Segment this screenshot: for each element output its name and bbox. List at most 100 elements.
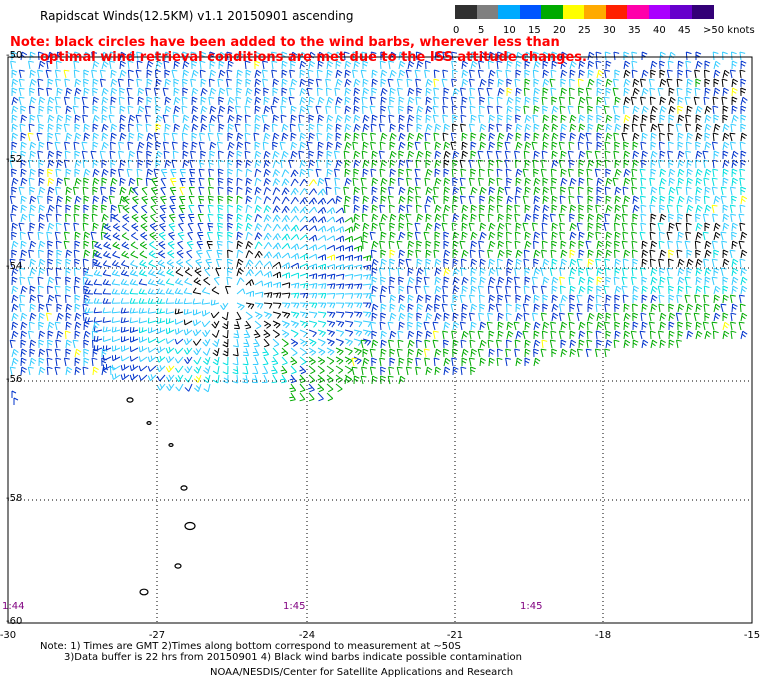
wind-barb <box>524 186 531 196</box>
wind-barb <box>216 258 222 268</box>
wind-barb <box>212 338 220 348</box>
wind-barb <box>182 78 188 88</box>
wind-barb <box>281 262 291 269</box>
wind-barb <box>639 168 646 178</box>
wind-barb <box>442 96 449 106</box>
wind-barb <box>47 204 55 214</box>
wind-barb <box>686 195 694 205</box>
wind-barb <box>442 69 449 79</box>
wind-barb <box>452 294 459 304</box>
wind-barb <box>424 204 431 214</box>
wind-barb <box>479 78 487 88</box>
wind-barb <box>236 150 243 160</box>
wind-barb <box>158 240 166 250</box>
wind-barb <box>19 231 26 241</box>
wind-barb <box>29 150 36 160</box>
wind-barb <box>711 141 718 151</box>
wind-barb <box>38 330 46 340</box>
wind-barb <box>334 105 341 115</box>
wind-barb <box>379 294 386 304</box>
wind-barb <box>201 320 211 328</box>
wind-barb <box>183 328 193 336</box>
wind-barb <box>226 267 233 277</box>
wind-barb <box>360 375 367 385</box>
wind-barb <box>18 186 25 196</box>
wind-barb <box>407 267 414 277</box>
wind-barb <box>362 255 372 262</box>
wind-barb <box>193 277 202 286</box>
wind-barb <box>721 78 728 88</box>
wind-barb <box>128 150 135 160</box>
wind-barb <box>100 186 107 196</box>
wind-barb <box>74 357 81 367</box>
wind-barb <box>100 231 107 241</box>
wind-barb <box>216 132 223 142</box>
wind-barb <box>82 159 89 169</box>
wind-barb <box>641 258 648 268</box>
wind-barb <box>677 231 684 241</box>
wind-barb <box>488 303 495 313</box>
wind-barb <box>245 240 253 250</box>
wind-barb <box>677 60 684 70</box>
wind-barb <box>461 312 468 322</box>
wind-barb <box>209 69 217 79</box>
wind-barb <box>496 357 503 367</box>
wind-barb <box>183 347 193 355</box>
wind-barb <box>542 258 550 268</box>
wind-barb <box>263 196 272 205</box>
wind-barb <box>550 321 556 331</box>
wind-barb <box>308 365 316 375</box>
wind-barb <box>668 339 675 349</box>
wind-barb <box>20 105 27 115</box>
wind-barb <box>658 303 665 313</box>
wind-barb <box>54 69 61 79</box>
wind-barb <box>623 330 631 340</box>
wind-barb <box>730 213 737 223</box>
wind-barb <box>695 186 703 196</box>
wind-barb <box>711 186 718 196</box>
wind-barb <box>270 105 277 115</box>
wind-barb <box>407 285 413 295</box>
wind-barb <box>38 105 45 115</box>
wind-barb <box>317 283 327 290</box>
wind-barb <box>165 374 175 382</box>
wind-barb <box>722 258 730 268</box>
wind-barb <box>640 312 647 322</box>
wind-barb <box>434 258 442 268</box>
wind-barb <box>667 276 673 286</box>
wind-barb <box>614 267 621 277</box>
wind-barb <box>263 123 270 133</box>
wind-barb <box>594 348 601 358</box>
wind-barb <box>722 51 728 61</box>
wind-barb <box>371 213 379 223</box>
wind-barb <box>522 303 529 313</box>
wind-barb <box>101 213 109 223</box>
wind-barb <box>596 123 604 133</box>
wind-barb <box>425 114 432 124</box>
wind-barb <box>74 231 81 241</box>
legend-swatch <box>562 5 585 19</box>
wind-barb <box>639 330 646 340</box>
wind-barb <box>551 222 558 232</box>
wind-barb <box>135 114 142 124</box>
wind-barb <box>344 264 354 271</box>
wind-barb <box>263 281 273 288</box>
wind-barb <box>641 321 648 331</box>
wind-barb <box>308 114 315 124</box>
wind-barb <box>461 150 468 160</box>
wind-barb <box>245 302 255 310</box>
wind-barb <box>272 252 282 259</box>
wind-barb <box>271 123 278 133</box>
wind-barb <box>281 329 290 338</box>
wind-barb <box>254 311 263 320</box>
wind-barb <box>551 285 558 295</box>
wind-barb <box>281 356 288 366</box>
wind-barb <box>668 177 675 187</box>
wind-barb <box>111 354 121 362</box>
wind-barb <box>578 132 586 142</box>
wind-barb <box>712 132 719 142</box>
wind-barb <box>184 268 193 277</box>
wind-barb <box>29 141 37 151</box>
wind-barb <box>244 320 252 330</box>
wind-barb <box>425 78 433 88</box>
